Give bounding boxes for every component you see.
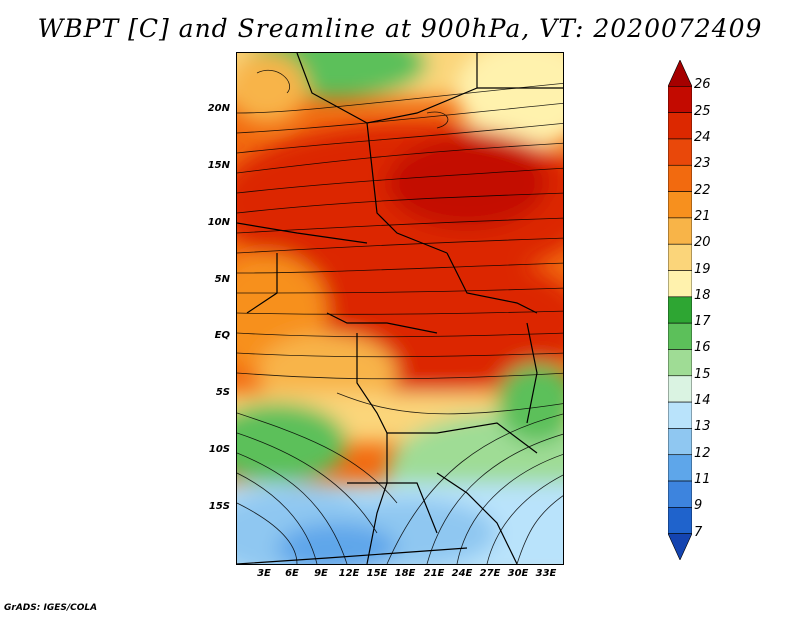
lat-label-5n: 5N [214,274,230,285]
lon-label-27e: 27E [479,568,501,579]
grads-credit: GrADS: IGES/COLA [4,603,98,613]
lat-label-15n: 15N [207,160,230,171]
colorbar-segment [668,243,692,271]
colorbar-label: 25 [694,103,711,119]
colorbar-segment [668,401,692,429]
lon-label-33e: 33E [535,568,557,579]
lon-label-3e: 3E [257,568,271,579]
colorbar-segment [668,270,692,298]
streamlines [237,69,563,564]
colorbar-label: 9 [694,498,703,514]
colorbar-segment [668,533,692,560]
lon-label-9e: 9E [314,568,328,579]
colorbar-label: 13 [694,419,711,435]
chart-title: WBPT [C] and Sreamline at 900hPa, VT: 20… [37,14,763,43]
colorbar-label: 21 [694,208,711,224]
colorbar-segment [668,60,692,87]
colorbar-segment [668,454,692,482]
map-panel [236,52,564,565]
colorbar-segment [668,480,692,508]
colorbar-label: 26 [694,77,711,93]
lat-label-10n: 10N [207,217,230,228]
lon-label-21e: 21E [423,568,445,579]
colorbar [668,60,692,560]
colorbar-segment [668,164,692,192]
colorbar-label: 24 [694,129,711,145]
lat-label-10s: 10S [208,444,230,455]
lon-label-15e: 15E [366,568,388,579]
lon-label-6e: 6E [285,568,299,579]
colorbar-label: 7 [694,524,703,540]
colorbar-label: 15 [694,366,711,382]
country-borders [237,53,563,564]
lat-label-15s: 15S [208,501,230,512]
colorbar-segment [668,349,692,377]
lon-label-12e: 12E [338,568,360,579]
colorbar-segment [668,86,692,113]
colorbar-label: 16 [694,340,711,356]
colorbar-label: 20 [694,235,711,251]
colorbar-segment [668,507,692,534]
colorbar-label: 11 [694,472,711,488]
colorbar-segment [668,428,692,456]
colorbar-segment [668,322,692,350]
colorbar-segment [668,138,692,166]
colorbar-segment [668,112,692,140]
lon-label-24e: 24E [451,568,473,579]
colorbar-label: 18 [694,287,711,303]
colorbar-label: 17 [694,314,711,330]
lon-label-30e: 30E [507,568,529,579]
lat-label-20n: 20N [207,103,230,114]
colorbar-label: 14 [694,393,711,409]
colorbar-label: 22 [694,182,711,198]
colorbar-segment [668,296,692,324]
colorbar-segment [668,191,692,219]
colorbar-segment [668,375,692,403]
colorbar-label: 19 [694,261,711,277]
colorbar-label: 12 [694,445,711,461]
colorbar-segment [668,217,692,245]
colorbar-label: 23 [694,156,711,172]
lon-label-18e: 18E [394,568,416,579]
wbpt-field-map [237,53,563,564]
lat-label-eq: EQ [214,330,230,341]
lat-label-5s: 5S [215,387,230,398]
